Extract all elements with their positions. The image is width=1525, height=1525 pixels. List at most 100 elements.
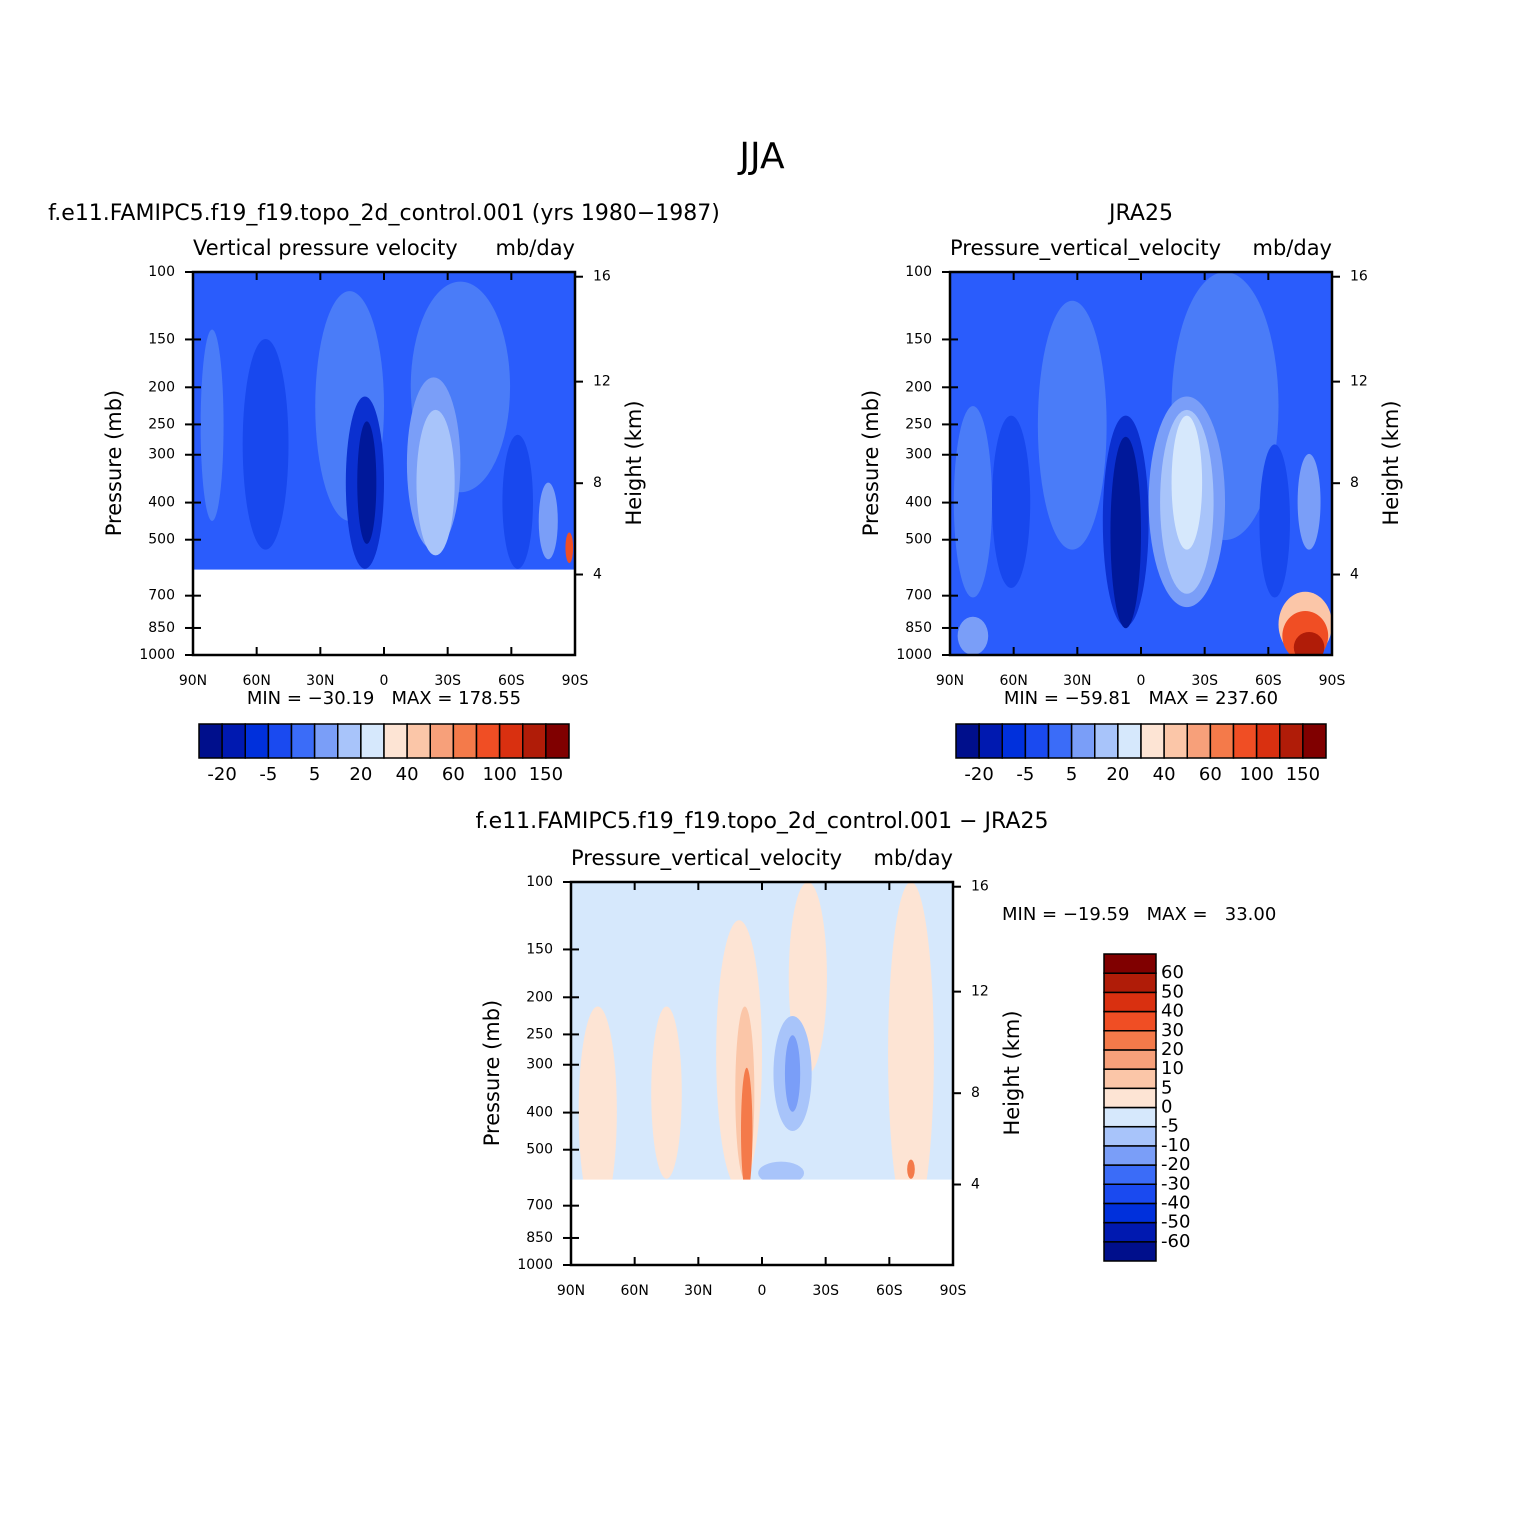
colorbar-box: [1103, 972, 1157, 994]
contour-fill: [957, 616, 989, 655]
panel-subtitle: Pressure_vertical_velocity: [571, 846, 842, 871]
colorbar-label: 5: [1066, 764, 1077, 785]
min-max-stats: MIN = −30.19 MAX = 178.55: [247, 688, 521, 709]
panel-units: mb/day: [874, 846, 954, 870]
panel-units: mb/day: [1253, 236, 1333, 260]
colorbar-label: 0: [1161, 1097, 1172, 1118]
x-tick-label: 60S: [1255, 673, 1282, 689]
panel-title: f.e11.FAMIPC5.f19_f19.topo_2d_control.00…: [476, 809, 1049, 834]
y2-tick-label: 8: [1350, 475, 1359, 491]
colorbar-box: [1024, 723, 1050, 759]
x-tick-label: 30N: [684, 1283, 712, 1299]
contour-fill: [651, 1006, 682, 1179]
colorbar-label: -20: [964, 764, 993, 785]
colorbar-label: -20: [1161, 1154, 1190, 1175]
colorbar-box: [1103, 1145, 1157, 1166]
colorbar-label: 40: [396, 764, 419, 785]
y-tick-label: 300: [148, 447, 175, 463]
colorbar-box: [1103, 953, 1157, 974]
x-tick-label: 0: [1137, 673, 1146, 689]
y-tick-label: 250: [905, 416, 932, 432]
x-tick-label: 90N: [936, 673, 964, 689]
colorbar-box: [360, 723, 385, 759]
x-tick-label: 30S: [1191, 673, 1218, 689]
y-tick-label: 1000: [517, 1257, 553, 1273]
colorbar-box: [290, 723, 316, 759]
colorbar-box: [1103, 1010, 1157, 1032]
y-tick-label: 150: [148, 331, 175, 347]
colorbar-box: [1279, 723, 1304, 759]
x-tick-label: 60S: [498, 673, 525, 689]
colorbar-label: 60: [1161, 962, 1184, 983]
y2-tick-label: 8: [593, 475, 602, 491]
colorbar-label: 20: [349, 764, 372, 785]
y-tick-label: 100: [526, 874, 553, 890]
y2-axis-label: Height (km): [1000, 1010, 1024, 1135]
colorbar-label: -30: [1161, 1173, 1190, 1194]
x-tick-label: 30N: [306, 673, 334, 689]
y-tick-label: 400: [526, 1105, 553, 1121]
contour-fill: [1259, 444, 1290, 598]
y-tick-label: 400: [905, 495, 932, 511]
contour-fill: [740, 1067, 753, 1195]
x-tick-label: 60N: [621, 1283, 649, 1299]
y-tick-label: 1000: [896, 647, 932, 663]
colorbar-label: 5: [309, 764, 320, 785]
colorbar-box: [522, 723, 547, 759]
colorbar-box: [1103, 1049, 1157, 1070]
x-tick-label: 0: [380, 673, 389, 689]
colorbar-label: -10: [1161, 1135, 1190, 1156]
colorbar-box: [1302, 723, 1327, 759]
colorbar-label: -5: [1016, 764, 1034, 785]
colorbar-box: [1103, 1221, 1157, 1243]
contour-field: [193, 272, 575, 655]
y-tick-label: 200: [905, 379, 932, 395]
colorbar-label: -5: [1161, 1116, 1179, 1137]
colorbar-box: [383, 723, 408, 759]
colorbar-box: [406, 723, 431, 759]
y2-tick-label: 4: [971, 1177, 980, 1193]
colorbar-box: [1001, 723, 1027, 759]
y2-tick-label: 4: [593, 567, 602, 583]
contour-fill: [907, 1159, 915, 1179]
colorbar-label: 60: [442, 764, 465, 785]
colorbar-label: 10: [1161, 1058, 1184, 1079]
missing-region: [571, 1179, 953, 1265]
x-tick-label: 30S: [812, 1283, 839, 1299]
y-tick-label: 150: [526, 941, 553, 957]
colorbar-label: 40: [1153, 764, 1176, 785]
colorbar-box: [267, 723, 293, 759]
missing-region: [193, 569, 575, 655]
x-tick-label: 60N: [1000, 673, 1028, 689]
colorbar-box: [1255, 723, 1281, 759]
contour-fill: [578, 1006, 617, 1218]
colorbar-label: 150: [1286, 764, 1320, 785]
colorbar-label: 30: [1161, 1020, 1184, 1041]
colorbar-label: 60: [1199, 764, 1222, 785]
contour-fill: [200, 329, 224, 521]
colorbar-box: [337, 723, 362, 759]
colorbar-label: -50: [1161, 1212, 1190, 1233]
colorbar-label: -40: [1161, 1192, 1190, 1213]
colorbar-box: [1047, 723, 1073, 759]
contour-fill: [1110, 436, 1141, 629]
y-tick-label: 700: [526, 1198, 553, 1214]
y-tick-label: 850: [526, 1230, 553, 1246]
y-tick-label: 250: [148, 416, 175, 432]
contour-fill: [1171, 415, 1203, 550]
x-tick-label: 30S: [434, 673, 461, 689]
colorbar-label: 20: [1161, 1039, 1184, 1060]
y-tick-label: 850: [148, 620, 175, 636]
x-tick-label: 0: [758, 1283, 767, 1299]
colorbar-box: [1070, 723, 1096, 759]
y-tick-label: 250: [526, 1026, 553, 1042]
contour-fill: [416, 409, 455, 556]
y-tick-label: 100: [148, 264, 175, 280]
x-tick-label: 30N: [1063, 673, 1091, 689]
colorbar-box: [1117, 723, 1142, 759]
y2-axis-label: Height (km): [1379, 400, 1403, 525]
colorbar-box: [1103, 1241, 1157, 1262]
min-max-stats: MIN = −59.81 MAX = 237.60: [1004, 688, 1278, 709]
colorbar-box: [1103, 991, 1157, 1013]
colorbar-box: [1209, 723, 1235, 759]
